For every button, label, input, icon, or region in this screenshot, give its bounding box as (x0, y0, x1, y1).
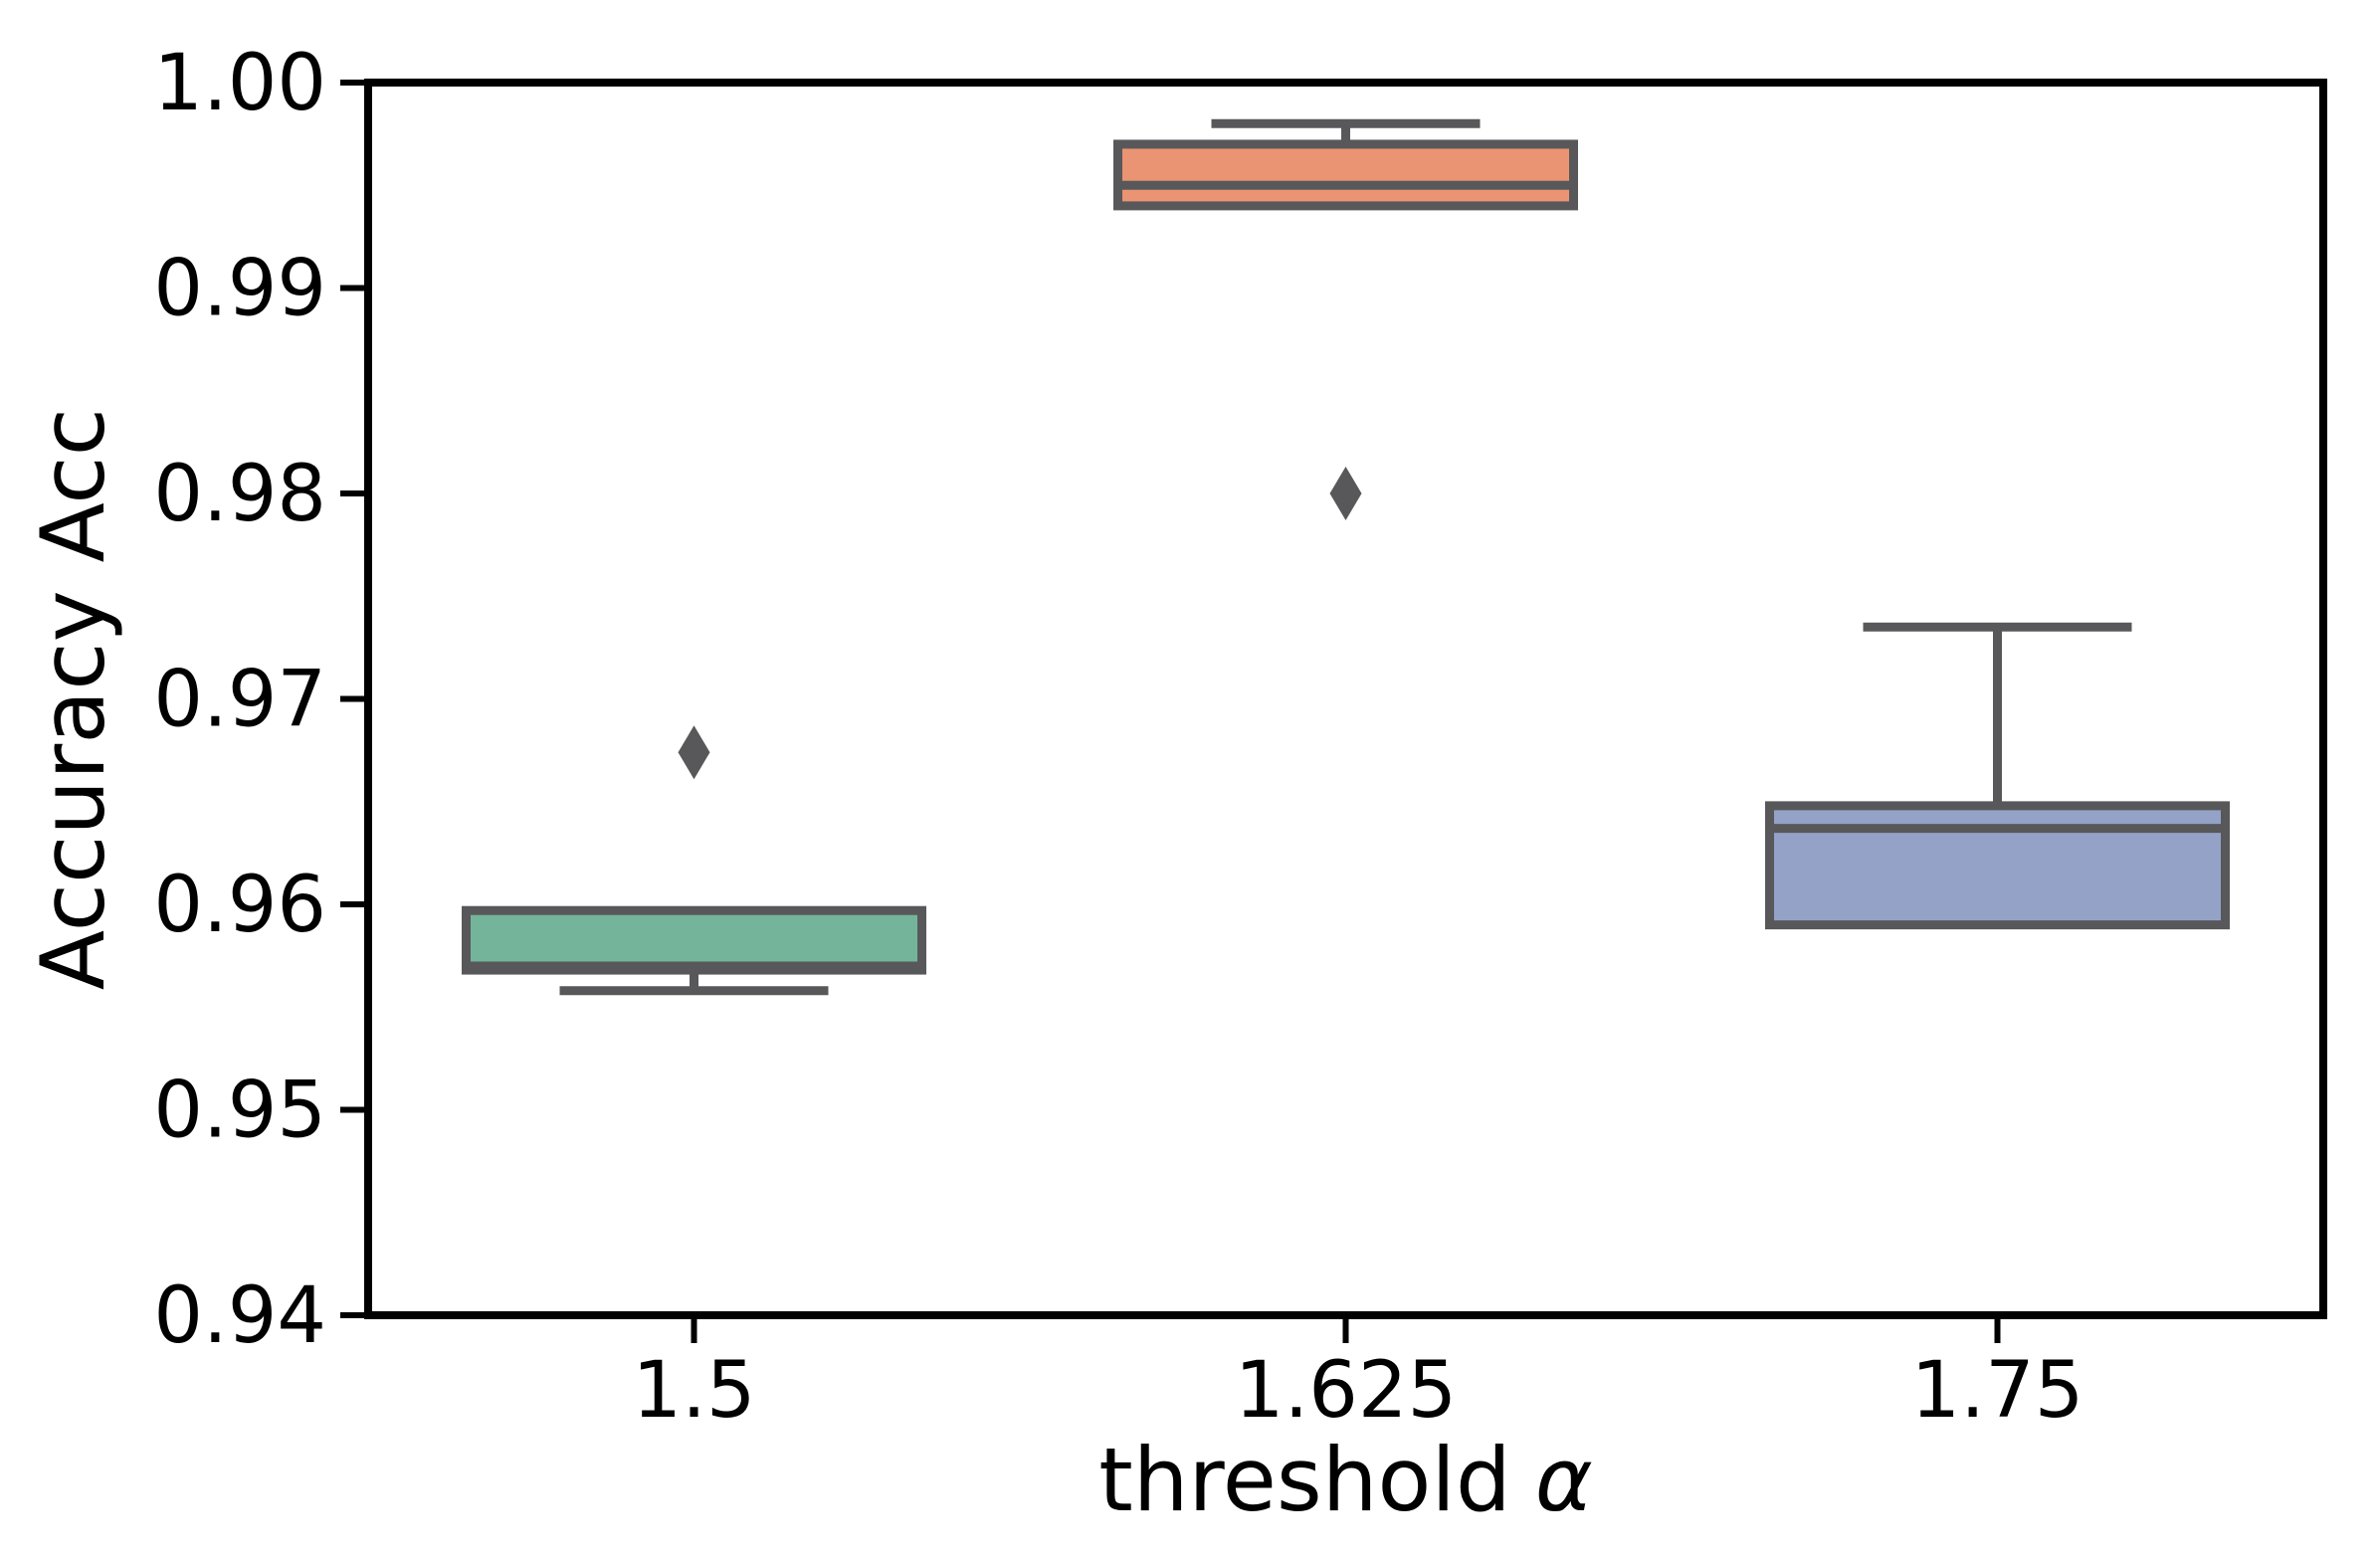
outlier-diamond-1.625 (1329, 467, 1362, 520)
outlier-diamond-1.5 (678, 725, 710, 780)
y-tick-label-0.95: 0.95 (153, 1067, 326, 1156)
y-tick-label-0.96: 0.96 (153, 861, 326, 950)
y-axis-label: Accuracy Acc (22, 408, 124, 990)
x-tick-label-1.75: 1.75 (1911, 1346, 2084, 1436)
x-axis-label-alpha-symbol: α (1535, 1429, 1593, 1531)
box-1.75 (1765, 801, 2230, 930)
y-tick-label-0.94: 0.94 (153, 1271, 326, 1361)
y-tick-label-0.97: 0.97 (153, 656, 326, 745)
y-tick-label-0.99: 0.99 (153, 245, 326, 334)
x-tick-label-1.625: 1.625 (1235, 1346, 1457, 1436)
box-1.5 (462, 905, 926, 975)
plot-area: 1.00 0.99 0.98 0.97 0.96 0.95 0.94 1.5 1.625 1.75 (153, 39, 2327, 1436)
x-axis-label-text: threshold (1098, 1429, 1510, 1531)
x-tick-label-1.5: 1.5 (632, 1346, 755, 1436)
y-tick-label-0.98: 0.98 (153, 450, 326, 539)
y-tick-label-1.00: 1.00 (153, 39, 326, 128)
axes-frame (364, 79, 2327, 1319)
box-1.625 (1113, 139, 1578, 211)
x-axis-label: threshold α (1098, 1429, 1592, 1531)
